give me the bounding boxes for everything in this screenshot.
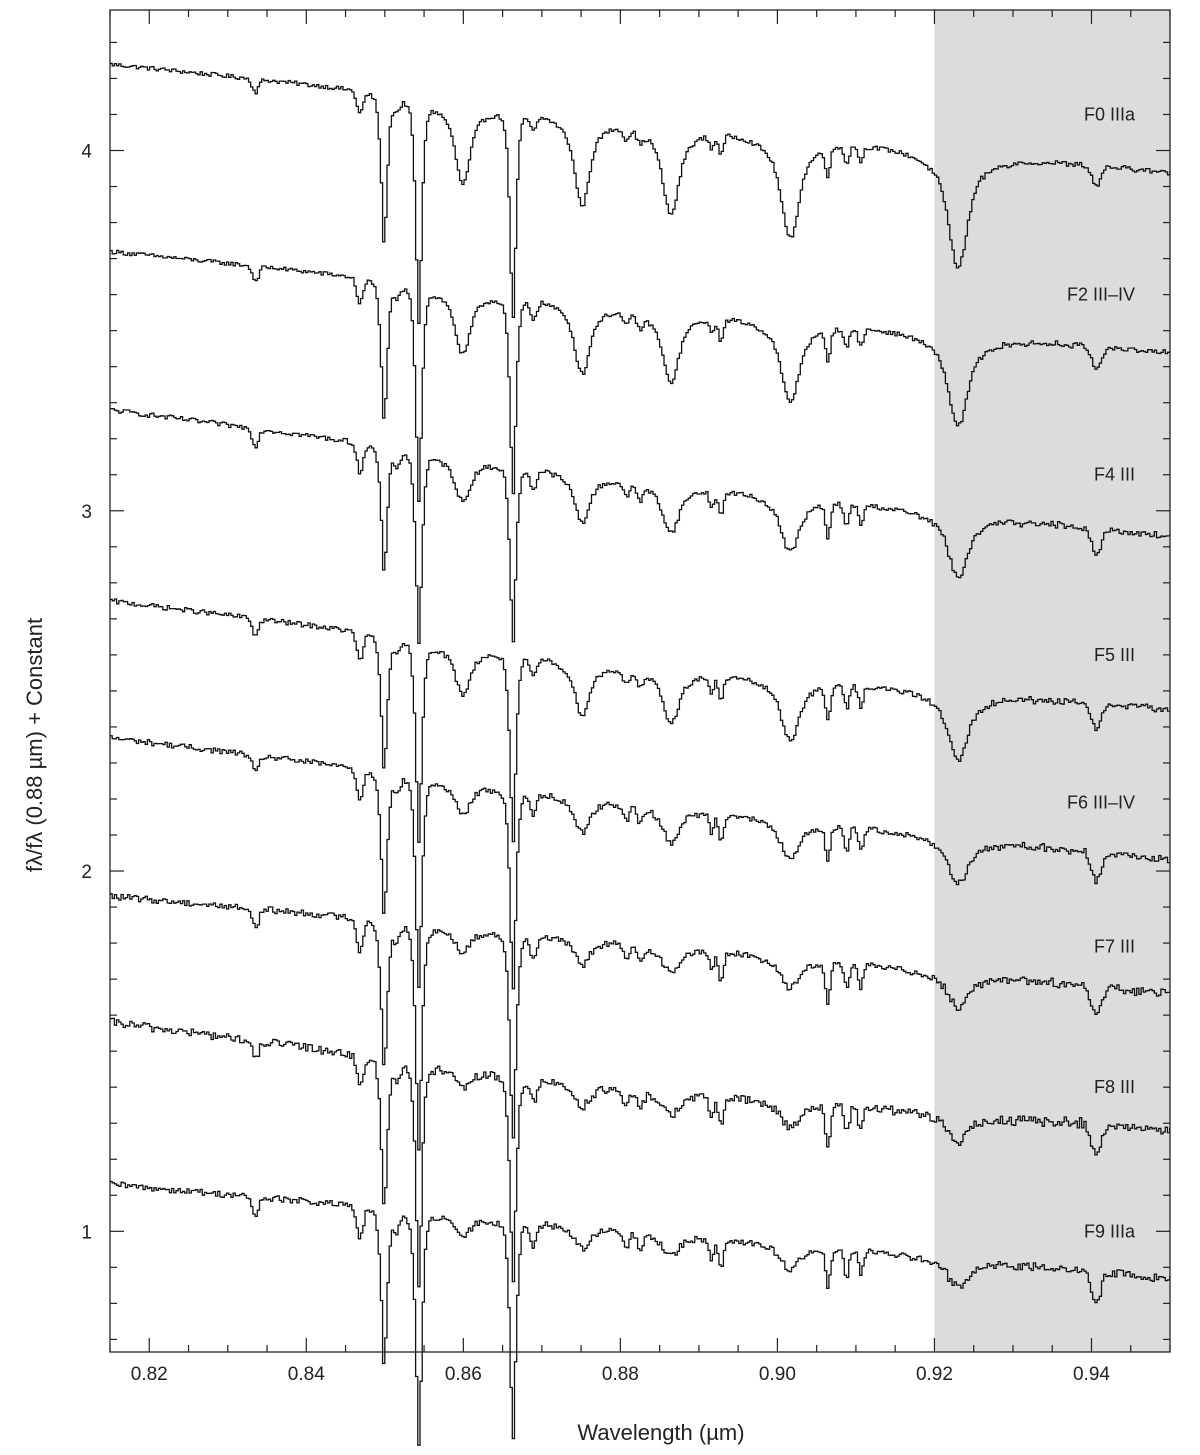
spectra-series bbox=[110, 62, 1171, 1446]
spectrum-line bbox=[110, 1180, 1171, 1446]
spectrum-line bbox=[110, 1017, 1171, 1288]
series-labels: F0 IIIa F2 III–IV F4 III F5 III F6 III–IV F7 … bbox=[1067, 104, 1136, 1241]
x-tick-label: 0.88 bbox=[602, 1364, 639, 1385]
spectrum-line bbox=[110, 893, 1171, 1151]
y-tick-label: 3 bbox=[81, 502, 92, 523]
spectrum-line bbox=[110, 62, 1171, 325]
x-tick-label: 0.94 bbox=[1073, 1364, 1110, 1385]
series-label: F6 III–IV bbox=[1067, 793, 1135, 813]
y-tick-label: 4 bbox=[81, 142, 92, 163]
spectrum-line bbox=[110, 407, 1171, 645]
x-tick-label: 0.82 bbox=[131, 1364, 168, 1385]
series-label: F5 III bbox=[1094, 645, 1135, 665]
spectrum-line bbox=[110, 249, 1171, 502]
spectrum-line bbox=[110, 735, 1171, 990]
y-tick-label: 1 bbox=[81, 1222, 92, 1243]
x-axis-title: Wavelength (µm) bbox=[577, 1420, 744, 1445]
series-label: F9 IIIa bbox=[1084, 1221, 1136, 1241]
y-tick-label: 2 bbox=[81, 862, 92, 883]
x-tick-label: 0.84 bbox=[288, 1364, 325, 1385]
x-tick-label: 0.90 bbox=[759, 1364, 796, 1385]
series-label: F0 IIIa bbox=[1084, 104, 1136, 124]
spectrum-line bbox=[110, 598, 1171, 843]
x-tick-label: 0.92 bbox=[916, 1364, 953, 1385]
axis-ticks: 0.82 0.84 0.86 0.88 0.90 0.92 0.94 1 2 3 4 bbox=[81, 10, 1171, 1385]
series-label: F2 III–IV bbox=[1067, 285, 1135, 305]
series-label: F8 III bbox=[1094, 1077, 1135, 1097]
series-label: F7 III bbox=[1094, 937, 1135, 957]
x-tick-label: 0.86 bbox=[445, 1364, 482, 1385]
y-axis-title: fλ/fλ (0.88 µm) + Constant bbox=[22, 618, 47, 872]
plot-frame bbox=[109, 9, 1171, 1353]
series-label: F4 III bbox=[1094, 465, 1135, 485]
